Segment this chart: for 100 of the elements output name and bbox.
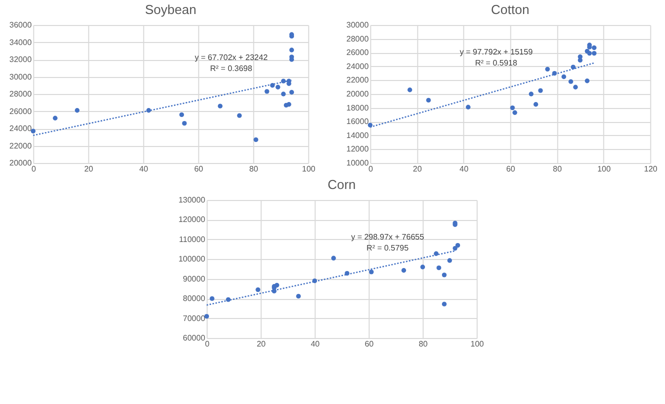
y-tick-label: 30000 — [9, 72, 32, 82]
point — [447, 258, 452, 263]
point — [592, 45, 597, 50]
y-tick-label: 28000 — [346, 34, 370, 44]
y-tick-label: 20000 — [346, 90, 370, 98]
point — [256, 287, 260, 292]
point — [296, 294, 301, 299]
annotation: y = 67.702x + 23242 — [194, 53, 268, 62]
point — [466, 104, 471, 110]
point — [426, 98, 431, 103]
point — [368, 122, 373, 128]
point — [264, 89, 270, 94]
x-tick-label: 80 — [552, 164, 562, 174]
point — [331, 256, 336, 260]
point — [512, 110, 518, 115]
y-tick-label: 130000 — [178, 196, 206, 204]
x-tick-label: 20 — [256, 340, 266, 348]
y-tick-label: 90000 — [182, 274, 206, 284]
point — [407, 88, 412, 92]
y-tick-label: 34000 — [9, 38, 32, 47]
y-tick-label: 22000 — [346, 76, 370, 85]
point — [442, 272, 447, 278]
y-tick-label: 100000 — [178, 254, 206, 264]
y-tick-label: 120000 — [178, 215, 206, 224]
y-tick-label: 60000 — [182, 334, 206, 342]
point — [289, 90, 294, 95]
point — [179, 112, 184, 118]
x-tick-label: 40 — [460, 164, 469, 174]
x-tick-label: 60 — [194, 164, 204, 174]
point — [573, 84, 578, 90]
annotation: y = 97.792x + 15159 — [460, 48, 534, 57]
point — [30, 128, 36, 134]
point — [420, 264, 426, 270]
point — [74, 108, 80, 113]
point — [568, 79, 574, 84]
y-tick-label: 80000 — [182, 294, 206, 304]
point — [401, 268, 406, 273]
x-tick-label: 40 — [310, 340, 320, 348]
point — [533, 102, 538, 107]
point — [538, 88, 543, 93]
y-tick-label: 36000 — [9, 20, 32, 30]
x-tick-label: 120 — [644, 164, 658, 174]
y-tick-label: 24000 — [346, 62, 370, 71]
x-tick-label: 60 — [364, 340, 374, 348]
point — [52, 116, 58, 120]
point — [528, 92, 534, 96]
x-tick-label: 100 — [302, 164, 316, 174]
point — [442, 302, 447, 306]
annotation: R² = 0.3698 — [210, 64, 253, 74]
point — [545, 66, 550, 72]
point — [587, 50, 592, 56]
x-tick-label: 40 — [139, 164, 149, 174]
point — [289, 48, 294, 52]
y-tick-label: 28000 — [9, 90, 32, 98]
point — [436, 265, 442, 270]
y-tick-label: 22000 — [9, 141, 32, 150]
y-tick-label: 16000 — [346, 117, 370, 126]
y-tick-label: 10000 — [346, 158, 370, 168]
x-tick-label: 100 — [470, 340, 484, 348]
y-tick-label: 14000 — [346, 130, 370, 140]
x-tick-label: 80 — [249, 164, 259, 174]
y-tick-label: 12000 — [346, 144, 370, 154]
x-tick-label: 20 — [412, 164, 422, 174]
y-tick-label: 24000 — [9, 124, 32, 133]
point — [254, 137, 258, 142]
annotation: R² = 0.5918 — [475, 58, 518, 68]
point — [237, 113, 242, 118]
y-tick-label: 26000 — [346, 48, 370, 58]
y-tick-label: 110000 — [179, 234, 206, 244]
point — [592, 50, 597, 56]
x-tick-label: 100 — [597, 164, 612, 174]
y-tick-label: 70000 — [182, 314, 206, 323]
y-tick-label: 26000 — [9, 106, 32, 116]
point — [452, 246, 458, 251]
point — [455, 243, 460, 248]
annotation: y = 298.97x + 76655 — [351, 232, 425, 242]
point — [276, 84, 280, 90]
chart-title: Corn — [328, 177, 356, 192]
chart-title: Soybean — [145, 2, 196, 17]
point — [281, 92, 286, 96]
point — [510, 105, 515, 110]
x-tick-label: 60 — [506, 164, 516, 174]
point — [369, 270, 374, 274]
x-tick-label: 0 — [31, 164, 36, 174]
x-tick-label: 0 — [368, 164, 374, 174]
point — [561, 74, 566, 80]
point — [210, 296, 214, 301]
chart-title: Cotton — [491, 2, 530, 17]
y-tick-label: 32000 — [9, 55, 32, 64]
point — [274, 282, 280, 288]
x-tick-label: 0 — [204, 340, 210, 348]
y-tick-label: 30000 — [346, 20, 370, 30]
point — [218, 104, 223, 108]
annotation: R² = 0.5795 — [366, 243, 410, 252]
y-tick-label: 20000 — [9, 158, 32, 168]
y-tick-label: 18000 — [346, 103, 370, 112]
x-tick-label: 80 — [418, 340, 428, 348]
point — [182, 120, 187, 126]
point — [584, 78, 590, 84]
x-tick-label: 20 — [84, 164, 94, 174]
